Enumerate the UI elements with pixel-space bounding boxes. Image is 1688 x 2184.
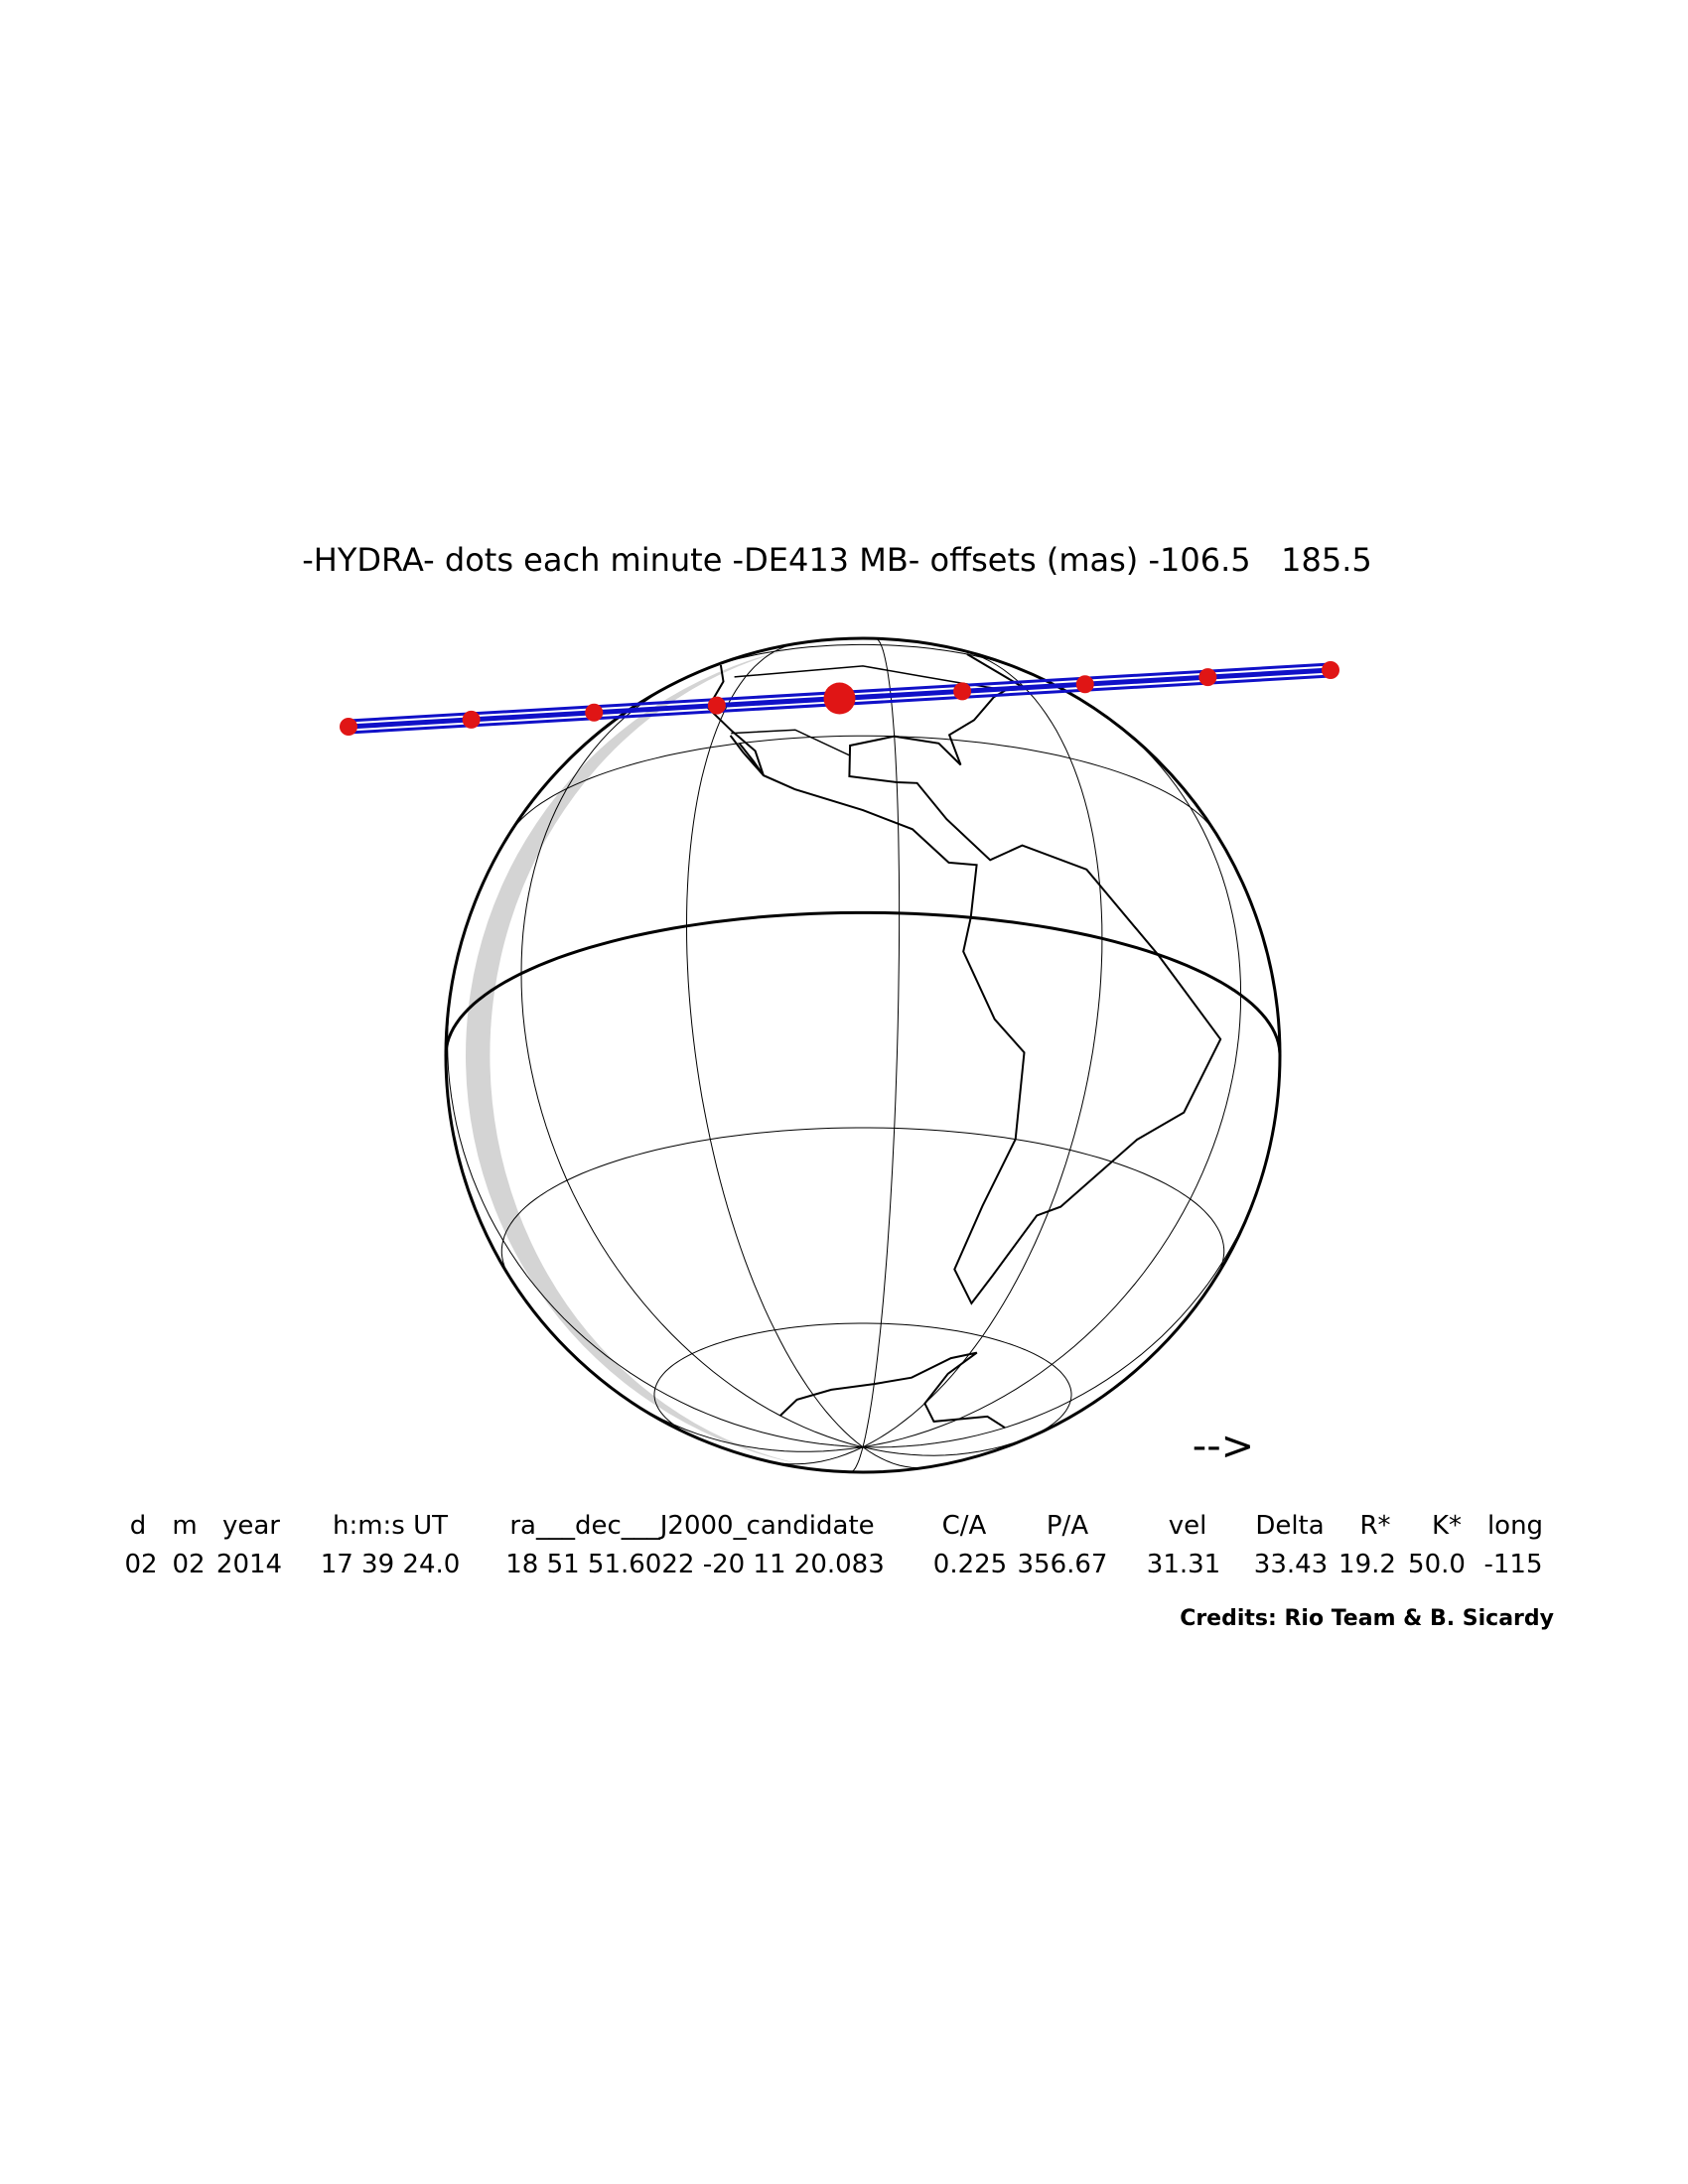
meridian [862,649,1103,1448]
direction-arrow: --> [1193,1424,1254,1469]
table-header: ra___dec___J2000_candidate [509,1511,874,1541]
table-value: 50.0 [1408,1550,1466,1579]
map-title: -HYDRA- dots each minute -DE413 MB- offs… [302,541,1371,579]
table-value: 18 51 51.6022 -20 11 20.083 [505,1550,885,1579]
table-header: d [130,1511,147,1541]
table-value: 2014 [216,1550,282,1579]
coastline [779,1351,1006,1430]
table-header: vel [1169,1511,1207,1541]
table-header: R* [1359,1511,1390,1541]
minute-dot [823,682,856,715]
table-value: 0.225 [933,1550,1007,1579]
table-header: long [1487,1511,1543,1541]
table-value: -115 [1483,1550,1542,1579]
table-value: 17 39 24.0 [321,1550,461,1579]
table-value: 31.31 [1147,1550,1220,1579]
table-header: C/A [942,1511,987,1541]
globe-disk [446,638,1280,1472]
minute-dot [340,718,357,736]
minute-dot [1075,675,1094,694]
meridian [862,1446,923,1469]
coastline [706,653,1222,1305]
minute-dot [1198,668,1217,687]
table-value: 02 [124,1550,157,1579]
parallel [510,735,1215,832]
table-header: year [222,1511,280,1541]
meridian [447,961,864,1448]
table-value: 02 [172,1550,205,1579]
table-value: 356.67 [1018,1550,1108,1579]
parallel [705,643,1021,670]
globe-outline [444,636,1282,1474]
table-header: Delta [1255,1511,1324,1541]
globe [340,636,1339,1474]
meridian [862,723,1242,1448]
meridian [773,1446,864,1465]
table-header: K* [1432,1511,1462,1541]
minute-dot [707,696,726,715]
minute-dot [585,703,604,722]
minute-dot [953,682,972,701]
minute-dot [462,710,481,729]
border [731,729,851,756]
table-header: h:m:s UT [333,1511,448,1541]
table-value: 33.43 [1254,1550,1328,1579]
table-header: P/A [1047,1511,1088,1541]
credits: Credits: Rio Team & B. Sicardy [1180,1606,1554,1631]
table-header: m [172,1511,197,1541]
coastline [729,735,765,776]
meridian [520,684,864,1448]
minute-dot [1322,661,1339,679]
table-value: 19.2 [1338,1550,1396,1579]
data-table: d m year h:m:s UT ra___dec___J2000_candidate… [124,1511,1543,1579]
